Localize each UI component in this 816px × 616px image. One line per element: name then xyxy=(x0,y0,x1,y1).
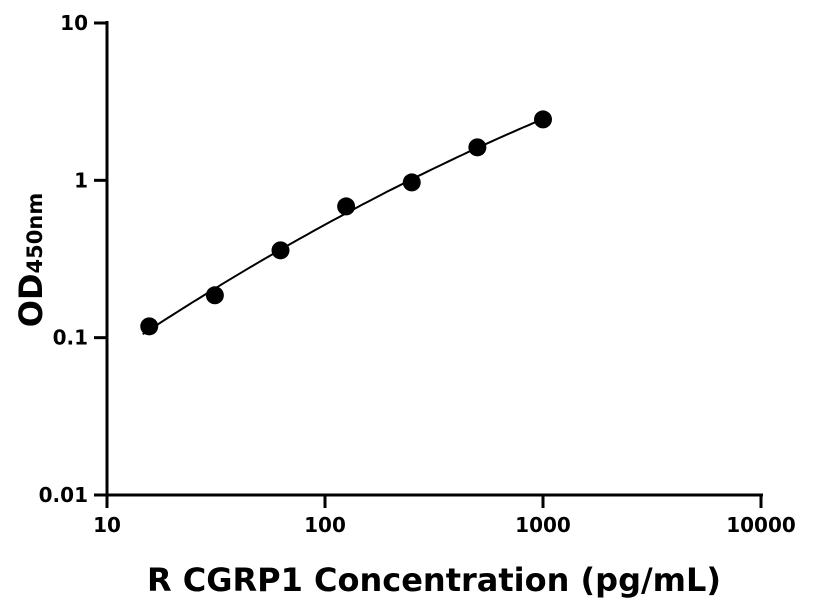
data-point xyxy=(402,173,421,192)
data-point xyxy=(534,110,552,129)
x-tick-label: 10 xyxy=(93,513,121,537)
y-tick-label: 0.01 xyxy=(39,483,88,507)
y-axis-label-subscript: 450nm xyxy=(23,193,47,274)
y-axis-label: OD450nm xyxy=(12,193,50,327)
x-tick-label: 100 xyxy=(304,513,346,537)
data-point xyxy=(271,241,290,260)
x-axis-label: R CGRP1 Concentration (pg/mL) xyxy=(147,561,721,599)
axes xyxy=(105,21,763,497)
data-point xyxy=(337,197,356,216)
y-tick-label: 1 xyxy=(74,168,88,192)
y-tick-label: 0.1 xyxy=(53,326,88,350)
data-point xyxy=(205,286,224,305)
x-tick-label: 1000 xyxy=(515,513,571,537)
y-tick-label: 10 xyxy=(60,11,88,35)
data-point xyxy=(140,317,159,336)
data-point xyxy=(468,138,487,157)
x-tick-label: 10000 xyxy=(726,513,796,537)
